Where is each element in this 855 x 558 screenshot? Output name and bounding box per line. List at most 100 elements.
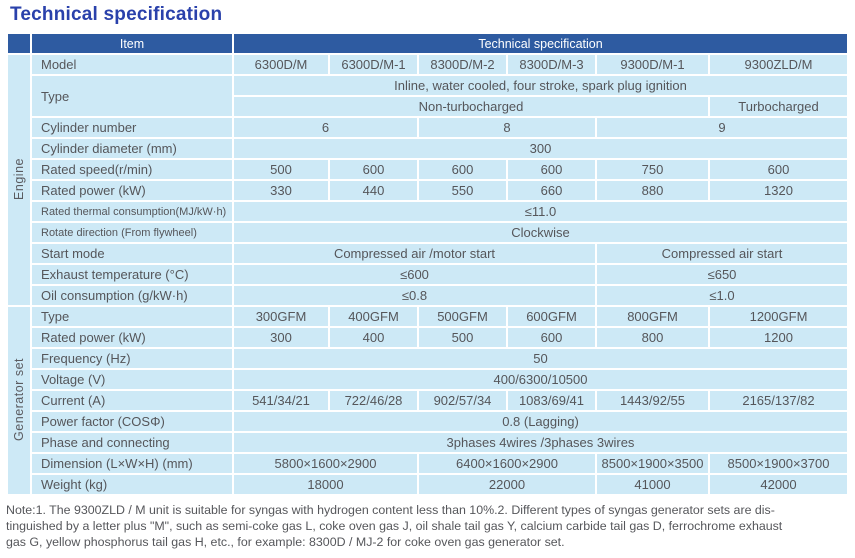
spec-table: Item Technical specification Engine Model…: [6, 32, 849, 496]
row-label: Rated speed(r/min): [32, 160, 232, 179]
spec-value-cell: 9300ZLD/M: [710, 55, 847, 74]
spec-value-cell: 550: [419, 181, 506, 200]
spec-value-cell: 1443/92/55: [597, 391, 708, 410]
section-label-generator-set: Generator set: [8, 307, 30, 494]
spec-value-cell: ≤0.8: [234, 286, 595, 305]
table-corner-cell: [8, 34, 30, 53]
row-label: Model: [32, 55, 232, 74]
spec-value-cell: 8300D/M-3: [508, 55, 595, 74]
footnote-line: gas G, yellow phosphorus tail gas H, etc…: [6, 534, 565, 549]
table-row: Weight (kg) 18000 22000 41000 42000: [8, 475, 847, 494]
row-label: Frequency (Hz): [32, 349, 232, 368]
spec-value-cell: 1320: [710, 181, 847, 200]
row-label: Voltage (V): [32, 370, 232, 389]
table-row: Engine Model 6300D/M 6300D/M-1 8300D/M-2 8300…: [8, 55, 847, 305]
spec-value-cell: 541/34/21: [234, 391, 328, 410]
table-row: Non-turbocharged Turbocharged: [8, 97, 847, 116]
spec-value-cell: 600: [419, 160, 506, 179]
row-label: Rated power (kW): [32, 181, 232, 200]
spec-value-cell: 1200: [710, 328, 847, 347]
table-row: Exhaust temperature (°C) ≤600 ≤650: [8, 265, 847, 284]
table-row: Frequency (Hz) 50: [8, 349, 847, 368]
spec-value-cell: ≤600: [234, 265, 595, 284]
spec-value-cell: 18000: [234, 475, 417, 494]
table-row: Start mode Compressed air /motor start Com…: [8, 244, 847, 263]
row-label: Oil consumption (g/kW·h): [32, 286, 232, 305]
spec-value-cell: 1083/69/41: [508, 391, 595, 410]
row-label: Cylinder diameter (mm): [32, 139, 232, 158]
spec-value-cell: 6300D/M: [234, 55, 328, 74]
section-label-text: Engine: [12, 157, 26, 200]
row-label: Rotate direction (From flywheel): [32, 223, 232, 242]
spec-value-cell: 8500×1900×3500: [597, 454, 708, 473]
spec-value-cell: 750: [597, 160, 708, 179]
spec-value-cell: 22000: [419, 475, 595, 494]
spec-value-cell: 300: [234, 139, 847, 158]
spec-value-cell: 500: [419, 328, 506, 347]
section-label-text: Generator set: [12, 357, 26, 441]
spec-value-cell: 722/46/28: [330, 391, 417, 410]
spec-value-cell: 600: [710, 160, 847, 179]
spec-value-cell: Turbocharged: [710, 97, 847, 116]
page-title: Technical specification: [10, 4, 223, 25]
row-label: Type: [32, 307, 232, 326]
spec-value-cell: 800: [597, 328, 708, 347]
spec-value-cell: Compressed air start: [597, 244, 847, 263]
footnote-line: Note:1. The 9300ZLD / M unit is suitable…: [6, 503, 775, 517]
table-row: Voltage (V) 400/6300/10500: [8, 370, 847, 389]
spec-value-cell: 50: [234, 349, 847, 368]
spec-value-cell: 300: [234, 328, 328, 347]
row-label: Type: [32, 76, 232, 116]
spec-value-cell: 9: [597, 118, 847, 137]
spec-value-cell: 440: [330, 181, 417, 200]
row-label: Phase and connecting: [32, 433, 232, 452]
row-label: Exhaust temperature (°C): [32, 265, 232, 284]
spec-value-cell: 9300D/M-1: [597, 55, 708, 74]
spec-value-cell: 1200GFM: [710, 307, 847, 326]
row-label: Rated thermal consumption(MJ/kW·h): [32, 202, 232, 221]
spec-value-cell: 300GFM: [234, 307, 328, 326]
table-row: Type Inline, water cooled, four stroke, s…: [8, 76, 847, 116]
table-row: Oil consumption (g/kW·h) ≤0.8 ≤1.0: [8, 286, 847, 305]
table-row: Rated thermal consumption(MJ/kW·h) ≤11.0: [8, 202, 847, 221]
table-row: Rotate direction (From flywheel) Clockwis…: [8, 223, 847, 242]
row-label: Cylinder number: [32, 118, 232, 137]
spec-value-cell: 42000: [710, 475, 847, 494]
spec-value-cell: Clockwise: [234, 223, 847, 242]
spec-column-header: Technical specification: [234, 34, 847, 53]
footnote: Note:1. The 9300ZLD / M unit is suitable…: [6, 503, 849, 551]
row-label: Power factor (COSΦ): [32, 412, 232, 431]
spec-value-cell: 660: [508, 181, 595, 200]
table-header-row: Item Technical specification: [8, 34, 847, 53]
spec-value-cell: ≤1.0: [597, 286, 847, 305]
row-label: Dimension (L×W×H) (mm): [32, 454, 232, 473]
row-label: Current (A): [32, 391, 232, 410]
spec-value-cell: 2165/137/82: [710, 391, 847, 410]
table-row: Current (A) 541/34/21 722/46/28 902/57/34 10…: [8, 391, 847, 410]
table-row: Rated power (kW) 330 440 550 660 880 1320: [8, 181, 847, 200]
spec-value-cell: 902/57/34: [419, 391, 506, 410]
spec-value-cell: 3phases 4wires /3phases 3wires: [234, 433, 847, 452]
row-label: Start mode: [32, 244, 232, 263]
spec-value-cell: 8: [419, 118, 595, 137]
spec-value-cell: 500: [234, 160, 328, 179]
spec-value-cell: 6: [234, 118, 417, 137]
spec-value-cell: 330: [234, 181, 328, 200]
spec-value-cell: 41000: [597, 475, 708, 494]
table-row: Phase and connecting 3phases 4wires /3pha…: [8, 433, 847, 452]
spec-value-cell: 600: [330, 160, 417, 179]
spec-value-cell: 0.8 (Lagging): [234, 412, 847, 431]
row-label: Weight (kg): [32, 475, 232, 494]
row-label: Rated power (kW): [32, 328, 232, 347]
table-row: Generator set Type 300GFM 400GFM 500GFM 600GF…: [8, 307, 847, 494]
spec-value-cell: 880: [597, 181, 708, 200]
table-row: Dimension (L×W×H) (mm) 5800×1600×2900 6400…: [8, 454, 847, 473]
spec-value-cell: 600GFM: [508, 307, 595, 326]
spec-value-cell: 8500×1900×3700: [710, 454, 847, 473]
spec-value-cell: 8300D/M-2: [419, 55, 506, 74]
spec-value-cell: Non-turbocharged: [234, 97, 708, 116]
table-row: Rated power (kW) 300 400 500 600 800 1200: [8, 328, 847, 347]
footnote-line: tinguished by a letter plus "M", such as…: [6, 518, 783, 533]
table-row: Cylinder number 6 8 9: [8, 118, 847, 137]
spec-value-cell: ≤11.0: [234, 202, 847, 221]
